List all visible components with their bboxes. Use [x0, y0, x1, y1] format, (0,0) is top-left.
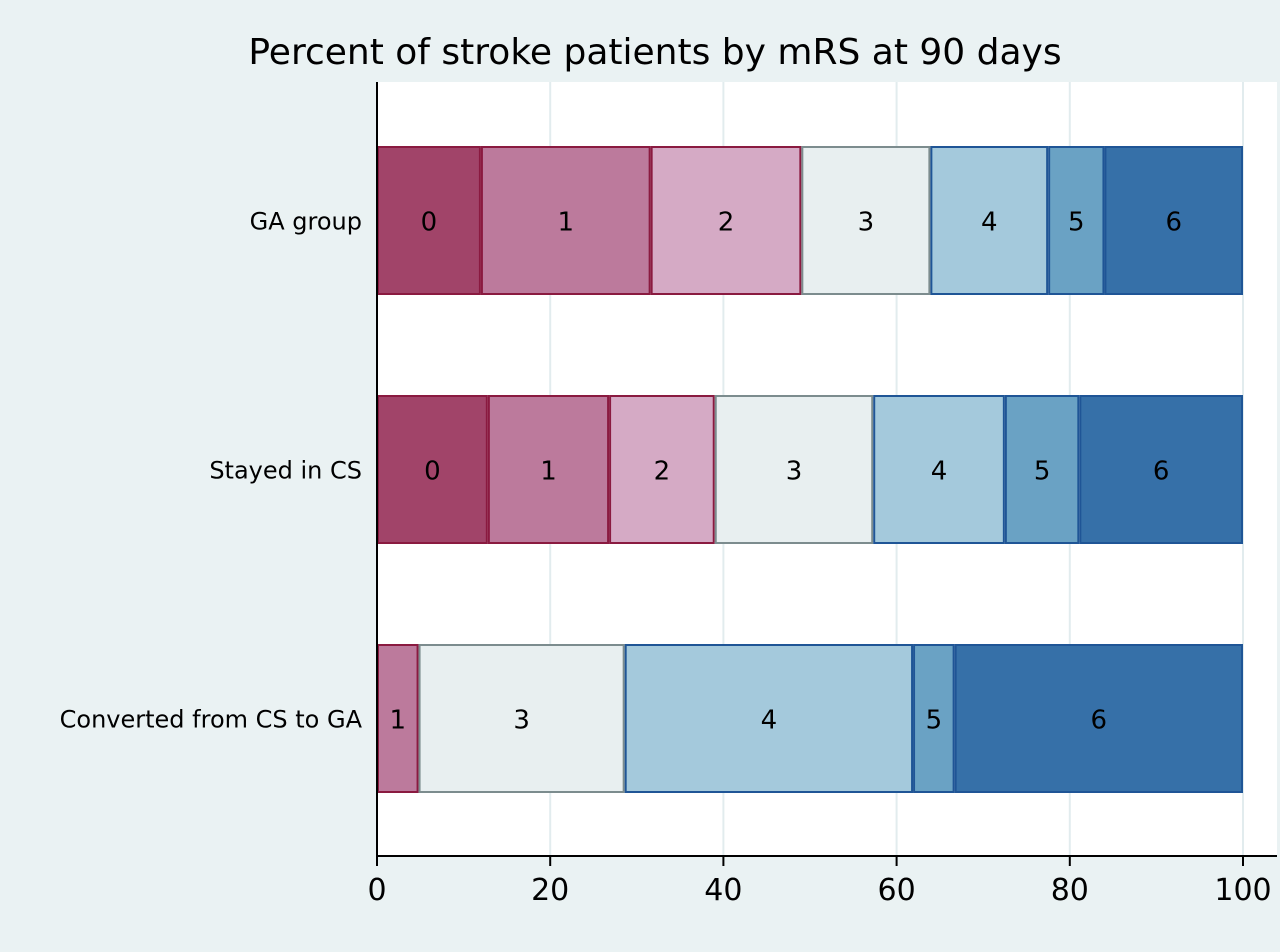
- bar-segment: [377, 146, 481, 295]
- bar-segment: [930, 146, 1049, 295]
- bar-segment: [913, 644, 955, 793]
- bar-segment: [873, 395, 1005, 544]
- bar-segment: [1048, 146, 1105, 295]
- segment-label: 4: [931, 457, 948, 487]
- bar-segment: [480, 146, 651, 295]
- category-labels: GA group Stayed in CS Converted from CS to…: [60, 208, 363, 734]
- bar-segment: [1004, 395, 1080, 544]
- x-tick-label: 60: [878, 873, 916, 908]
- category-label: GA group: [250, 208, 362, 236]
- x-tick-label: 80: [1051, 873, 1089, 908]
- x-tick-label: 40: [704, 873, 742, 908]
- segment-label: 6: [1091, 706, 1108, 736]
- segment-label: 0: [421, 208, 438, 238]
- bar-segment: [487, 395, 610, 544]
- x-axis-ticks: 0 20 40 60 80 100: [367, 856, 1272, 908]
- bar-segment: [1104, 146, 1243, 295]
- segment-label: 5: [1068, 208, 1085, 238]
- bar-segment: [377, 644, 419, 793]
- bar-segment: [418, 644, 625, 793]
- segment-label: 3: [858, 208, 875, 238]
- segment-label: 1: [558, 208, 575, 238]
- x-tick-label: 0: [367, 873, 386, 908]
- bar-segment: [801, 146, 931, 295]
- segment-label: 6: [1153, 457, 1170, 487]
- x-tick-label: 100: [1214, 873, 1271, 908]
- bar-segment: [650, 146, 802, 295]
- segment-label: 3: [513, 706, 530, 736]
- chart-title: Percent of stroke patients by mRS at 90 …: [248, 32, 1061, 73]
- bar-segment: [714, 395, 874, 544]
- segment-label: 6: [1165, 208, 1182, 238]
- segment-label: 2: [718, 208, 735, 238]
- segment-label: 4: [761, 706, 778, 736]
- segment-label: 5: [1034, 457, 1051, 487]
- segment-label: 0: [424, 457, 441, 487]
- segment-label: 5: [926, 706, 943, 736]
- bar-segment: [609, 395, 715, 544]
- category-label: Converted from CS to GA: [60, 706, 363, 734]
- segment-label: 1: [390, 706, 407, 736]
- bar-segment: [377, 395, 488, 544]
- segment-label: 3: [786, 457, 803, 487]
- bar-segment: [954, 644, 1243, 793]
- segment-label: 1: [540, 457, 557, 487]
- bars: 0 1 2 3 4 5 6 0 1 2 3 4 5 6 1 3 4 5 6: [377, 146, 1244, 793]
- bar-segment: [624, 644, 914, 793]
- bar-segment: [1079, 395, 1244, 544]
- x-tick-label: 20: [531, 873, 569, 908]
- segment-label: 2: [654, 457, 671, 487]
- segment-label: 4: [981, 208, 998, 238]
- category-label: Stayed in CS: [209, 457, 362, 485]
